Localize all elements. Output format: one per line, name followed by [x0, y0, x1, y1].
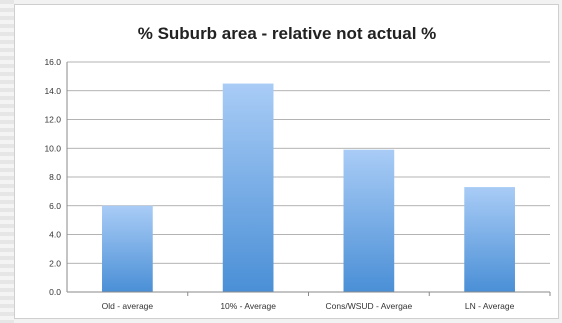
y-tick-label: 6.0: [49, 201, 61, 211]
y-tick-label: 16.0: [44, 57, 61, 67]
bar-chart: % Suburb area - relative not actual % 0.…: [44, 24, 551, 311]
chart-panel: % Suburb area - relative not actual % 0.…: [14, 4, 559, 319]
y-tick-label: 4.0: [49, 230, 61, 240]
x-category-label: Cons/WSUD - Avergae: [325, 301, 412, 311]
y-tick-label: 10.0: [44, 143, 61, 153]
y-tick-label: 2.0: [49, 258, 61, 268]
window-edge-strip: [0, 0, 14, 323]
x-axis-category-labels: Old - average 10% - Average Cons/WSUD - Av…: [102, 301, 515, 311]
chart-title: % Suburb area - relative not actual %: [138, 24, 437, 43]
bar-2: [222, 83, 274, 292]
bar-3: [343, 149, 395, 292]
y-axis-tick-labels: 0.0 2.0 4.0 6.0 8.0 10.0 12.0 14.0 16.0: [44, 57, 61, 297]
y-tick-label: 14.0: [44, 86, 61, 96]
bar-1: [102, 205, 153, 292]
bars: [102, 83, 515, 292]
x-category-label: LN - Average: [465, 301, 515, 311]
x-category-label: Old - average: [102, 301, 154, 311]
bar-4: [464, 187, 515, 292]
y-tick-label: 8.0: [49, 172, 61, 182]
y-tick-label: 0.0: [49, 287, 61, 297]
y-tick-label: 12.0: [44, 115, 61, 125]
x-category-label: 10% - Average: [220, 301, 276, 311]
axes: [66, 62, 551, 296]
